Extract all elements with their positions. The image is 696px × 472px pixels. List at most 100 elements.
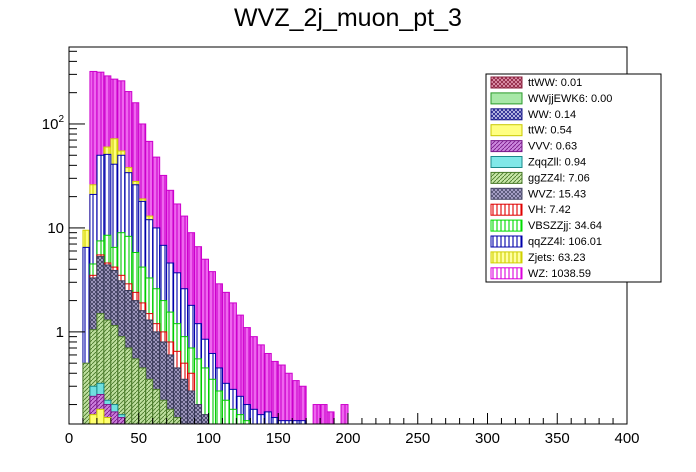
- y-tick-label: 10: [47, 220, 64, 237]
- histogram-bin: [228, 408, 237, 424]
- legend-label: WWjjEWK6: 0.00: [528, 93, 612, 105]
- legend-swatch: [490, 156, 523, 168]
- x-tick-label: 200: [335, 430, 360, 447]
- legend-entry: WVZ: 15.43: [490, 187, 586, 200]
- histogram-bin: [159, 399, 168, 424]
- histogram-bin: [110, 411, 119, 424]
- histogram-bin: [82, 362, 91, 424]
- histogram-bin: [117, 417, 126, 424]
- legend-entry: ggZZ4l: 7.06: [490, 171, 590, 184]
- histogram-bin: [256, 414, 265, 424]
- legend-entry: VH: 7.42: [490, 203, 571, 216]
- histogram-bin: [173, 417, 182, 424]
- histogram-bin: [235, 414, 244, 424]
- x-tick-label: 250: [405, 430, 430, 447]
- x-tick-label: 0: [65, 430, 73, 447]
- histogram-bin: [96, 408, 105, 424]
- legend-swatch: [490, 140, 523, 153]
- histogram-bin: [298, 420, 307, 424]
- legend-label: Zjets: 63.23: [528, 252, 585, 264]
- histogram-bin: [221, 399, 230, 424]
- histogram-bin: [270, 360, 279, 424]
- y-tick-label: 102: [42, 114, 65, 133]
- histogram-bin: [145, 378, 154, 424]
- legend-entry: Zjets: 63.23: [490, 251, 585, 264]
- legend-entry: ZqqZll: 0.94: [490, 156, 586, 169]
- histogram-bin: [312, 404, 321, 424]
- histogram-bin: [180, 378, 189, 424]
- histogram-bin: [124, 347, 133, 424]
- legend-label: VVV: 0.63: [528, 141, 577, 153]
- legend-label: VH: 7.42: [528, 204, 571, 216]
- legend-swatch: [490, 76, 523, 89]
- histogram-bin: [270, 417, 279, 424]
- legend-swatch: [490, 267, 523, 280]
- y-axis: 1 10 102: [42, 50, 85, 406]
- legend-entry: qqZZ4l: 106.01: [490, 235, 602, 248]
- histogram-bin: [319, 404, 328, 424]
- x-tick-label: 300: [475, 430, 500, 447]
- histogram-bin: [256, 344, 265, 424]
- histogram-bin: [131, 358, 140, 424]
- legend-label: WW: 0.14: [528, 109, 576, 121]
- legend-entry: WW: 0.14: [490, 108, 576, 121]
- legend-label: qqZZ4l: 106.01: [528, 236, 602, 248]
- histogram-bin: [326, 411, 335, 424]
- legend-swatch: [490, 235, 523, 248]
- legend-label: ggZZ4l: 7.06: [528, 172, 590, 184]
- x-tick-label: 50: [130, 430, 147, 447]
- histogram-bin: [291, 420, 300, 424]
- histogram-bin: [152, 388, 161, 424]
- legend-swatch: [490, 219, 523, 232]
- x-tick-label: 350: [545, 430, 570, 447]
- histogram-stack: [82, 70, 349, 424]
- legend-label: ttW: 0.54: [528, 125, 572, 137]
- legend-swatch: [490, 92, 523, 105]
- legend-swatch: [490, 124, 523, 137]
- x-tick-label: 150: [266, 430, 291, 447]
- histogram-bin: [103, 417, 112, 424]
- legend-entry: ttWW: 0.01: [490, 76, 582, 89]
- legend-entry: ttW: 0.54: [490, 124, 572, 137]
- legend: ttWW: 0.01 WWjjEWK6: 0.00 WW: 0.14 ttW: 0.5…: [485, 73, 662, 283]
- histogram-bin: [138, 367, 147, 424]
- histogram-bin: [214, 390, 223, 424]
- histogram-bin: [173, 367, 182, 424]
- legend-swatch: [490, 187, 523, 200]
- histogram-bin: [208, 378, 216, 424]
- legend-swatch: [490, 251, 523, 264]
- histogram-bin: [249, 408, 258, 424]
- legend-label: WZ: 1038.59: [528, 268, 591, 280]
- histogram-bin: [194, 404, 203, 424]
- legend-entry: WZ: 1038.59: [490, 267, 591, 280]
- legend-swatch: [490, 171, 523, 184]
- legend-swatch: [490, 203, 523, 216]
- legend-label: WVZ: 15.43: [528, 188, 586, 200]
- legend-entry: VVV: 0.63: [490, 140, 577, 153]
- histogram-bin: [187, 390, 196, 424]
- y-tick-label: 1: [56, 324, 64, 341]
- x-tick-label: 400: [614, 430, 639, 447]
- histogram-bin: [277, 420, 286, 424]
- series-ggzz4l: [82, 313, 182, 424]
- histogram-bin: [284, 372, 293, 424]
- histogram-bin: [89, 414, 98, 424]
- legend-label: VBSZZjj: 34.64: [528, 220, 602, 232]
- histogram-bin: [242, 420, 251, 424]
- histogram-bin: [201, 414, 209, 424]
- legend-label: ttWW: 0.01: [528, 77, 582, 89]
- plot-area: [82, 70, 349, 424]
- legend-entry: VBSZZjj: 34.64: [490, 219, 602, 232]
- x-tick-label: 100: [196, 430, 221, 447]
- x-axis: 0 50 100 150 200 250 300 350 400: [65, 413, 640, 447]
- histogram-bin: [277, 364, 286, 424]
- histogram-bin: [291, 380, 300, 424]
- legend-swatch: [490, 108, 523, 121]
- chart-title: WVZ_2j_muon_pt_3: [234, 4, 462, 32]
- histogram-bin: [117, 336, 126, 424]
- legend-label: ZqqZll: 0.94: [528, 157, 586, 169]
- histogram-bin: [298, 385, 307, 424]
- legend-entry: WWjjEWK6: 0.00: [490, 92, 612, 105]
- histogram-bin: [166, 408, 175, 424]
